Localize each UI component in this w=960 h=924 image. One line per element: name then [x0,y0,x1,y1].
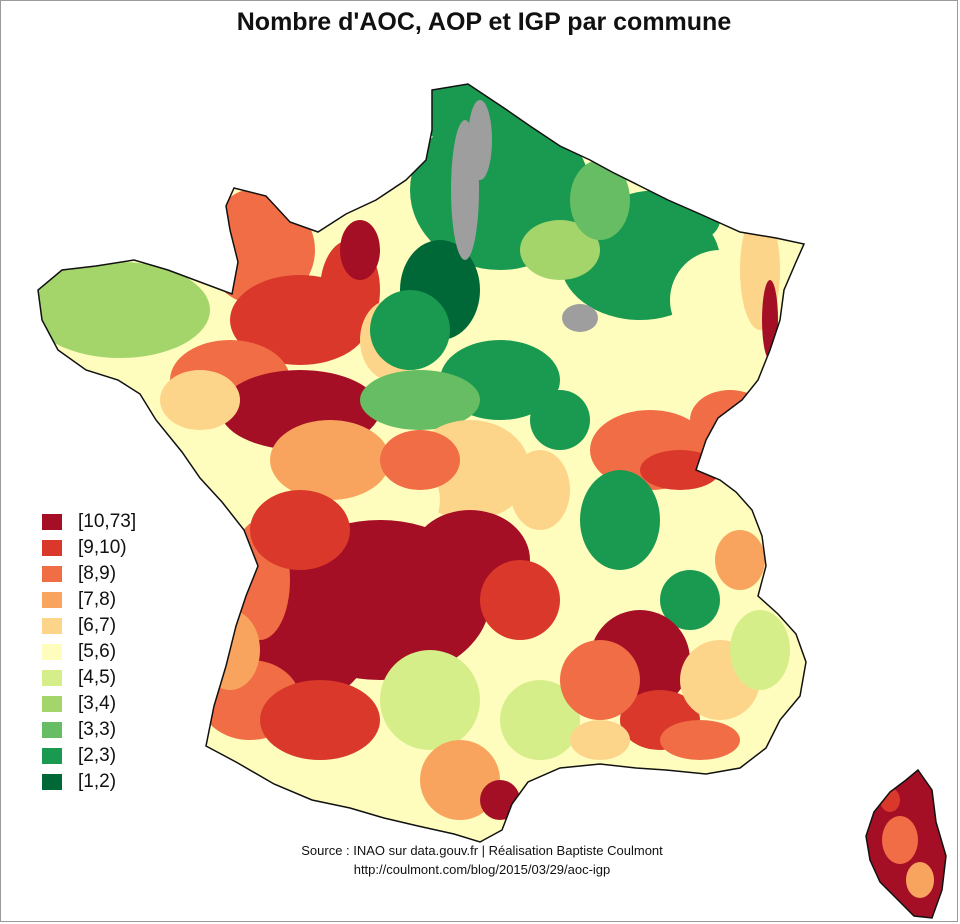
no-data-region [468,100,492,180]
legend-label: [8,9) [78,563,117,584]
map-title: Nombre d'AOC, AOP et IGP par commune [236,8,732,36]
no-data-region [562,304,598,332]
legend-label: [4,5) [78,667,117,688]
choropleth-region [270,420,390,500]
choropleth-region [715,530,765,590]
choropleth-region [660,720,740,760]
choropleth-region [560,640,640,720]
legend-item: [1,2) [40,769,180,795]
legend-item: [2,3) [40,743,180,769]
legend-swatch [42,748,62,764]
legend-swatch [42,722,62,738]
choropleth-region [730,610,790,690]
legend-label: [5,6) [78,641,117,662]
legend-item: [3,3) [40,717,180,743]
legend-swatch [42,592,62,608]
choropleth-region [480,560,560,640]
choropleth-region [660,570,720,630]
legend-label: [3,3) [78,719,117,740]
choropleth-region [520,220,600,280]
legend-item: [3,4) [40,691,180,717]
legend-item: [8,9) [40,561,180,587]
choropleth-region [250,490,350,570]
choropleth-region [340,220,380,280]
corsica-outline [865,768,947,919]
legend-swatch [42,696,62,712]
choropleth-region [360,370,480,430]
choropleth-region [38,270,120,330]
legend-item: [9,10) [40,535,180,561]
choropleth-region [260,680,380,760]
choropleth-region [220,190,280,250]
source-caption: Source : INAO sur data.gouv.fr | Réalisa… [200,841,764,879]
choropleth-region [370,290,450,370]
legend-swatch [42,618,62,634]
choropleth-region [580,470,660,570]
legend-label: [2,3) [78,745,117,766]
source-url: http://coulmont.com/blog/2015/03/29/aoc-… [353,862,611,877]
legend-item: [5,6) [40,639,180,665]
choropleth-region [570,720,630,760]
choropleth-region [690,390,770,450]
map-legend: [10,73] [9,10) [8,9) [7,8) [6,7) [5,6) [… [40,509,180,795]
legend-label: [9,10) [78,537,127,558]
legend-label: [10,73] [78,511,137,532]
choropleth-region [160,370,240,430]
legend-swatch [42,514,62,530]
legend-swatch [42,644,62,660]
legend-label: [6,7) [78,615,117,636]
choropleth-region [906,862,934,898]
legend-label: [7,8) [78,589,117,610]
legend-swatch [42,774,62,790]
legend-swatch [42,670,62,686]
source-credit: Source : INAO sur data.gouv.fr | Réalisa… [301,843,663,858]
legend-item: [10,73] [40,509,180,535]
choropleth-region [530,390,590,450]
choropleth-region [510,450,570,530]
legend-swatch [42,566,62,582]
france-outline [37,83,807,843]
legend-label: [3,4) [78,693,117,714]
legend-swatch [42,540,62,556]
legend-label: [1,2) [78,771,117,792]
choropleth-region [380,430,460,490]
choropleth-region [882,816,918,864]
choropleth-region [380,650,480,750]
legend-item: [6,7) [40,613,180,639]
legend-item: [4,5) [40,665,180,691]
legend-item: [7,8) [40,587,180,613]
choropleth-region [500,680,580,760]
choropleth-region [640,450,720,490]
choropleth-region [570,160,630,240]
